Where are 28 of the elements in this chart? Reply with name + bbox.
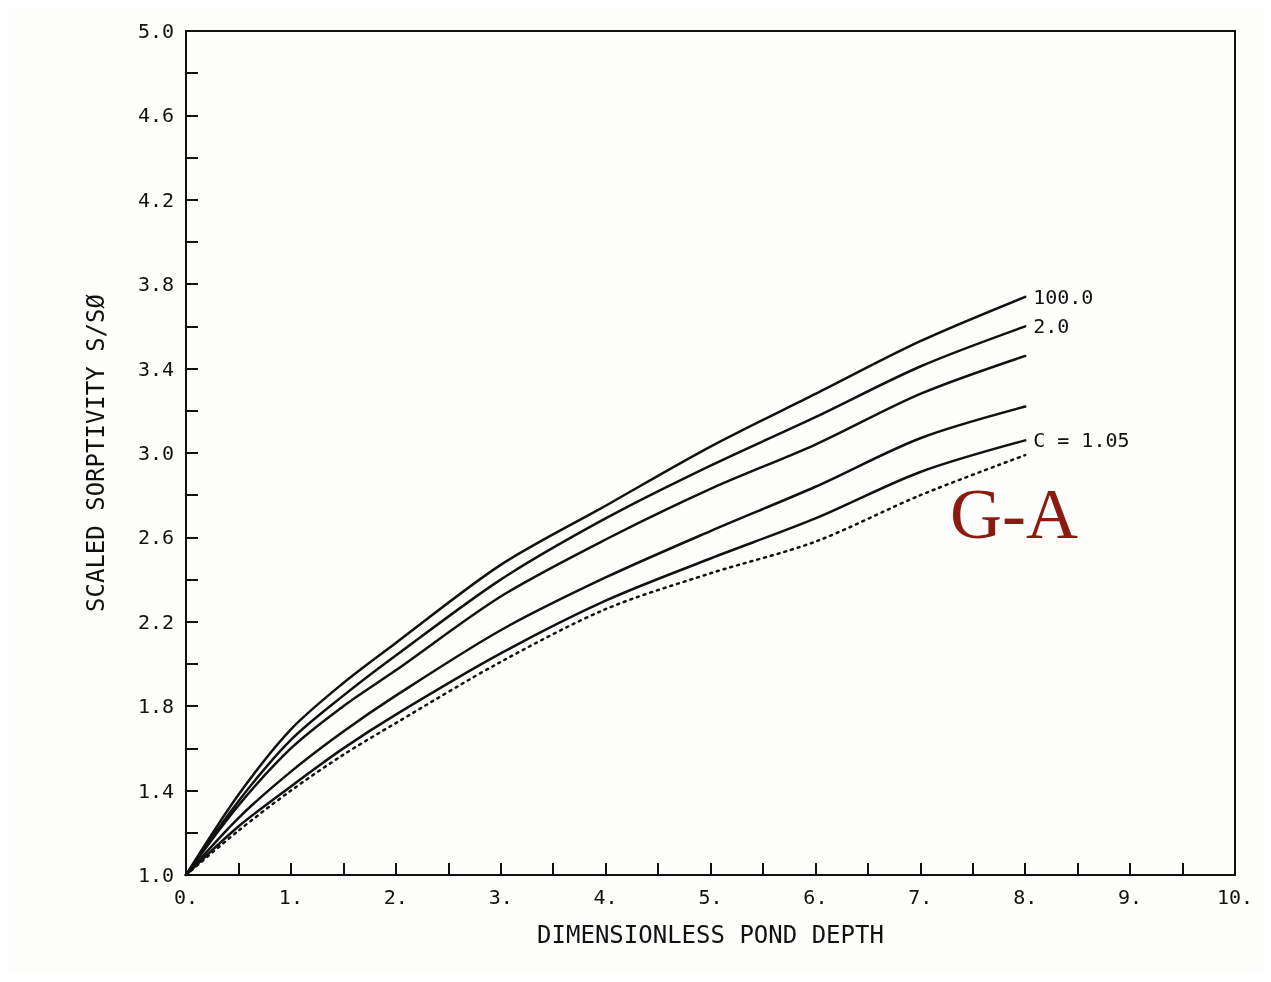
y-tick-label: 4.6 [137, 103, 174, 128]
y-tick-label: 1.0 [137, 863, 174, 887]
y-tick-label: 2.6 [137, 525, 174, 550]
x-tick-label: 5. [698, 885, 723, 909]
series-label: 100.0 [1033, 284, 1094, 309]
x-tick-label: 2. [383, 885, 408, 909]
y-axis-title: SCALED SORPTIVITY S/SØ [82, 293, 110, 612]
x-tick-label: 3. [488, 885, 513, 909]
x-axis-title: DIMENSIONLESS POND DEPTH [537, 921, 884, 949]
x-tick-label: 0. [173, 885, 199, 909]
x-tick-label: 10. [1216, 885, 1254, 909]
y-tick-label: 4.2 [137, 187, 174, 212]
x-tick-label: 8. [1013, 885, 1038, 909]
x-tick-label: 4. [593, 885, 618, 909]
y-tick-label: 5.0 [137, 19, 174, 43]
y-tick-label: 1.8 [137, 694, 174, 719]
series-label: 2.0 [1033, 314, 1070, 339]
y-tick-label: 3.0 [137, 441, 174, 465]
y-tick-label: 2.2 [137, 609, 174, 634]
series-label: C = 1.05 [1033, 428, 1130, 453]
y-tick-label: 3.8 [137, 272, 174, 297]
annotation: G-A [950, 474, 1078, 554]
y-tick-label: 3.4 [137, 356, 174, 381]
x-tick-label: 6. [803, 885, 828, 909]
y-tick-label: 1.4 [137, 778, 174, 803]
x-tick-label: 7. [908, 885, 933, 909]
x-tick-label: 9. [1118, 885, 1143, 909]
x-tick-label: 1. [278, 885, 303, 909]
